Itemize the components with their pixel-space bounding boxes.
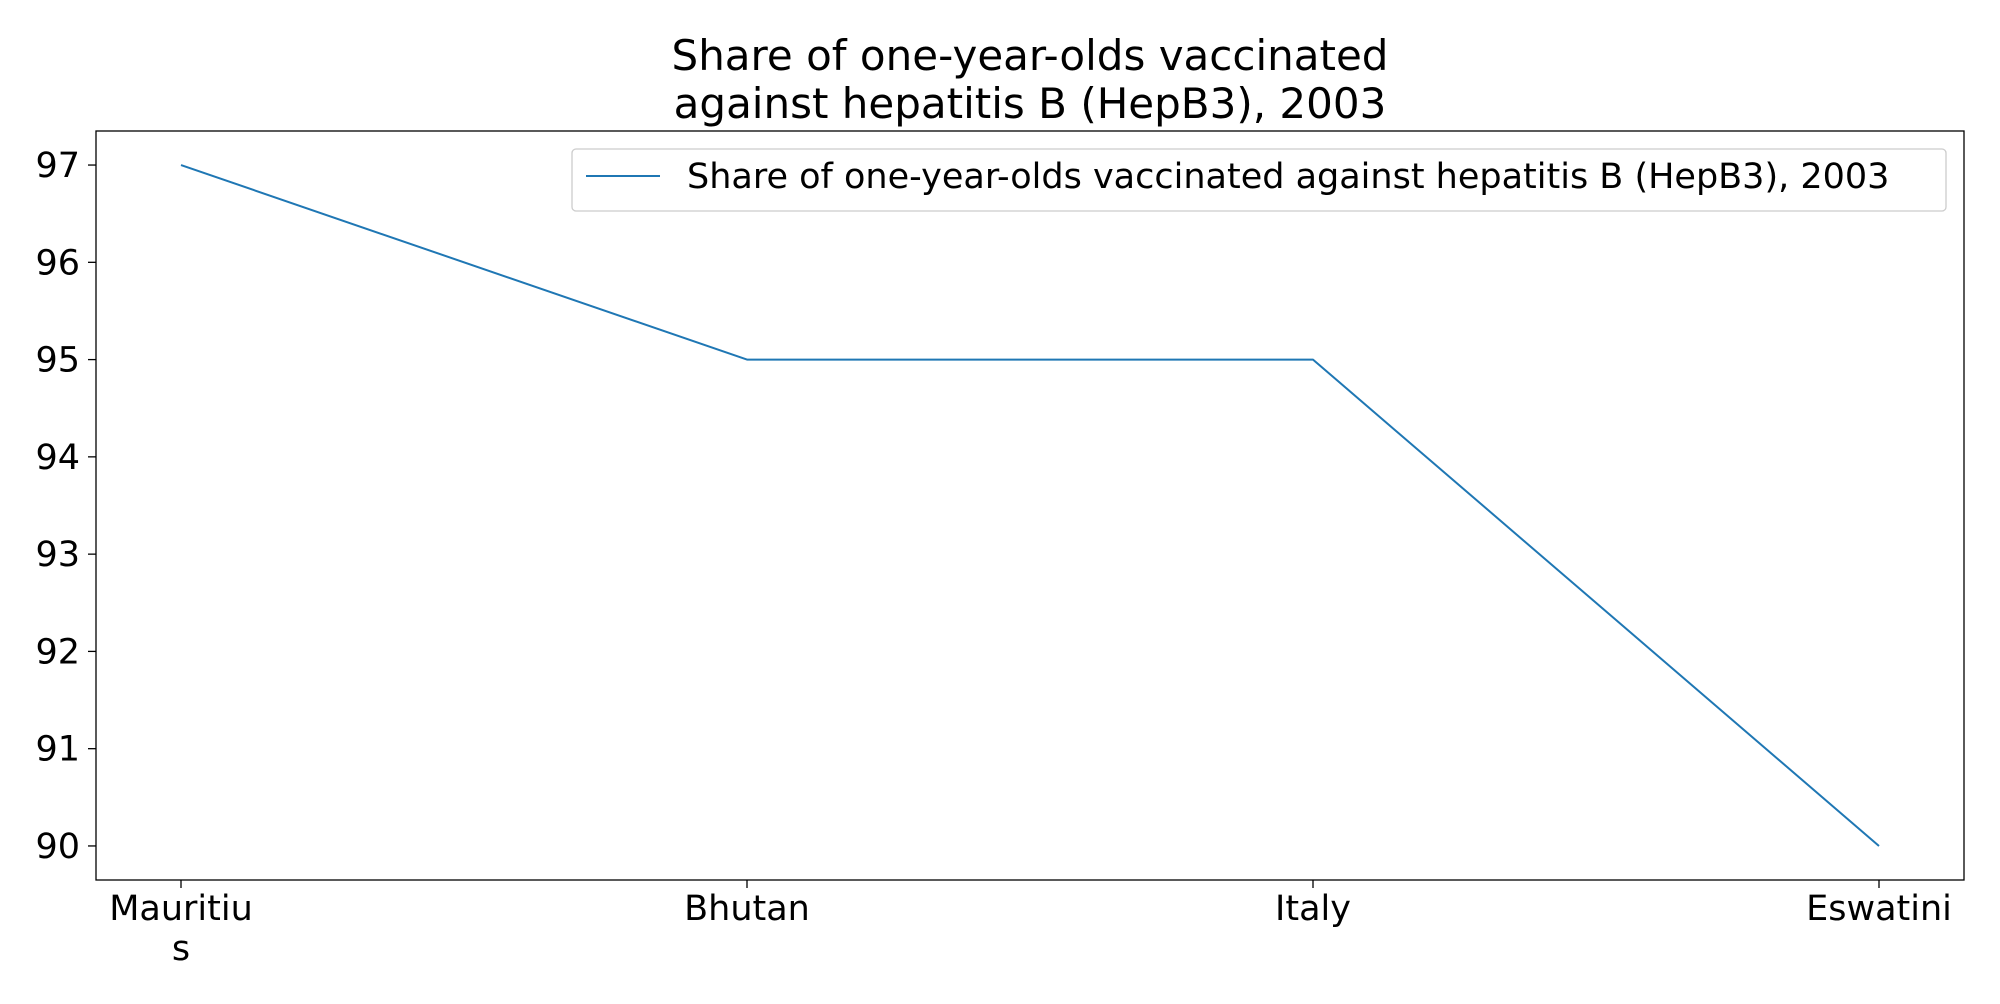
y-tick-label: 93 — [35, 535, 80, 575]
series-layer — [181, 165, 1879, 846]
y-tick-label: 94 — [35, 438, 80, 478]
y-tick-label: 92 — [35, 632, 80, 672]
x-tick-label: Mauritiu — [109, 889, 253, 929]
y-tick-label: 91 — [35, 730, 80, 770]
x-tick-label: Bhutan — [684, 889, 810, 929]
x-tick-label: Italy — [1275, 889, 1351, 929]
chart-title-line: Share of one-year-olds vaccinated — [672, 31, 1389, 80]
x-tick-label: s — [172, 929, 190, 969]
chart-title: Share of one-year-olds vaccinatedagainst… — [672, 31, 1389, 128]
y-tick-label: 90 — [35, 827, 80, 867]
y-tick-label: 97 — [35, 146, 80, 186]
legend-label: Share of one-year-olds vaccinated agains… — [687, 157, 1889, 197]
legend: Share of one-year-olds vaccinated agains… — [572, 149, 1946, 211]
y-tick-label: 95 — [35, 341, 80, 381]
y-axis: 90 91 92 93 94 95 96 97 — [35, 146, 96, 867]
chart-title-line: against hepatitis B (HepB3), 2003 — [674, 79, 1387, 128]
y-tick-label: 96 — [35, 243, 80, 283]
x-tick-label: Eswatini — [1806, 889, 1952, 929]
plot-area — [96, 131, 1964, 880]
series-line — [181, 165, 1879, 846]
